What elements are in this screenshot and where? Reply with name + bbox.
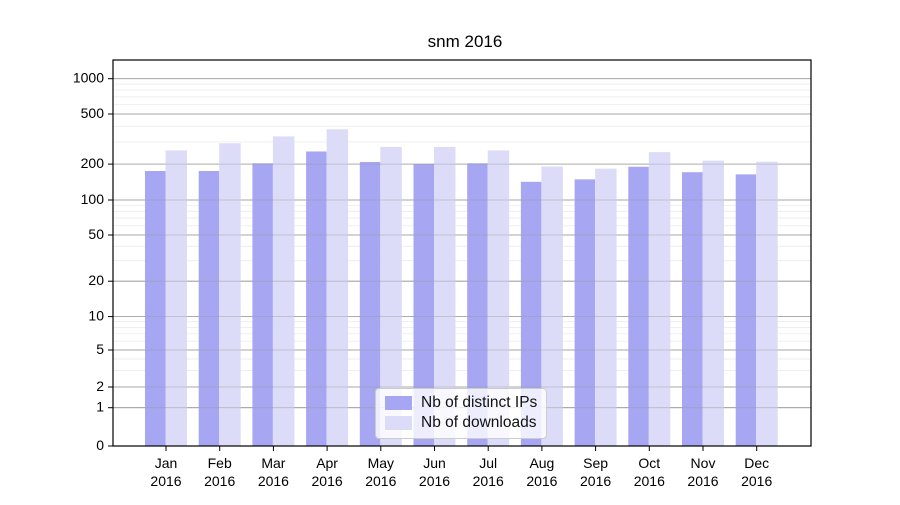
svg-text:50: 50: [88, 226, 104, 242]
svg-text:May: May: [368, 455, 394, 471]
svg-text:200: 200: [81, 155, 105, 171]
svg-text:2016: 2016: [473, 473, 504, 489]
svg-text:Dec: Dec: [744, 455, 769, 471]
svg-text:Mar: Mar: [261, 455, 285, 471]
svg-text:2016: 2016: [580, 473, 611, 489]
svg-text:2016: 2016: [204, 473, 235, 489]
svg-text:500: 500: [81, 105, 105, 121]
svg-text:2016: 2016: [741, 473, 772, 489]
svg-text:snm 2016: snm 2016: [428, 32, 503, 51]
svg-text:2016: 2016: [526, 473, 557, 489]
svg-text:2016: 2016: [687, 473, 718, 489]
svg-text:Jan: Jan: [155, 455, 178, 471]
svg-text:1000: 1000: [73, 70, 104, 86]
svg-text:100: 100: [81, 191, 105, 207]
svg-text:Feb: Feb: [208, 455, 232, 471]
svg-text:0: 0: [96, 437, 104, 453]
svg-text:Jun: Jun: [423, 455, 446, 471]
svg-text:1: 1: [96, 399, 104, 415]
svg-text:Aug: Aug: [529, 455, 554, 471]
svg-text:2016: 2016: [419, 473, 450, 489]
svg-text:20: 20: [88, 272, 104, 288]
svg-text:2: 2: [96, 378, 104, 394]
svg-text:Nov: Nov: [691, 455, 716, 471]
svg-text:Sep: Sep: [583, 455, 608, 471]
svg-text:2016: 2016: [258, 473, 289, 489]
svg-text:5: 5: [96, 341, 104, 357]
svg-text:Apr: Apr: [316, 455, 338, 471]
svg-text:Jul: Jul: [479, 455, 497, 471]
svg-text:2016: 2016: [150, 473, 181, 489]
svg-text:2016: 2016: [634, 473, 665, 489]
svg-text:10: 10: [88, 308, 104, 324]
svg-text:Oct: Oct: [638, 455, 660, 471]
svg-text:2016: 2016: [365, 473, 396, 489]
svg-text:2016: 2016: [312, 473, 343, 489]
